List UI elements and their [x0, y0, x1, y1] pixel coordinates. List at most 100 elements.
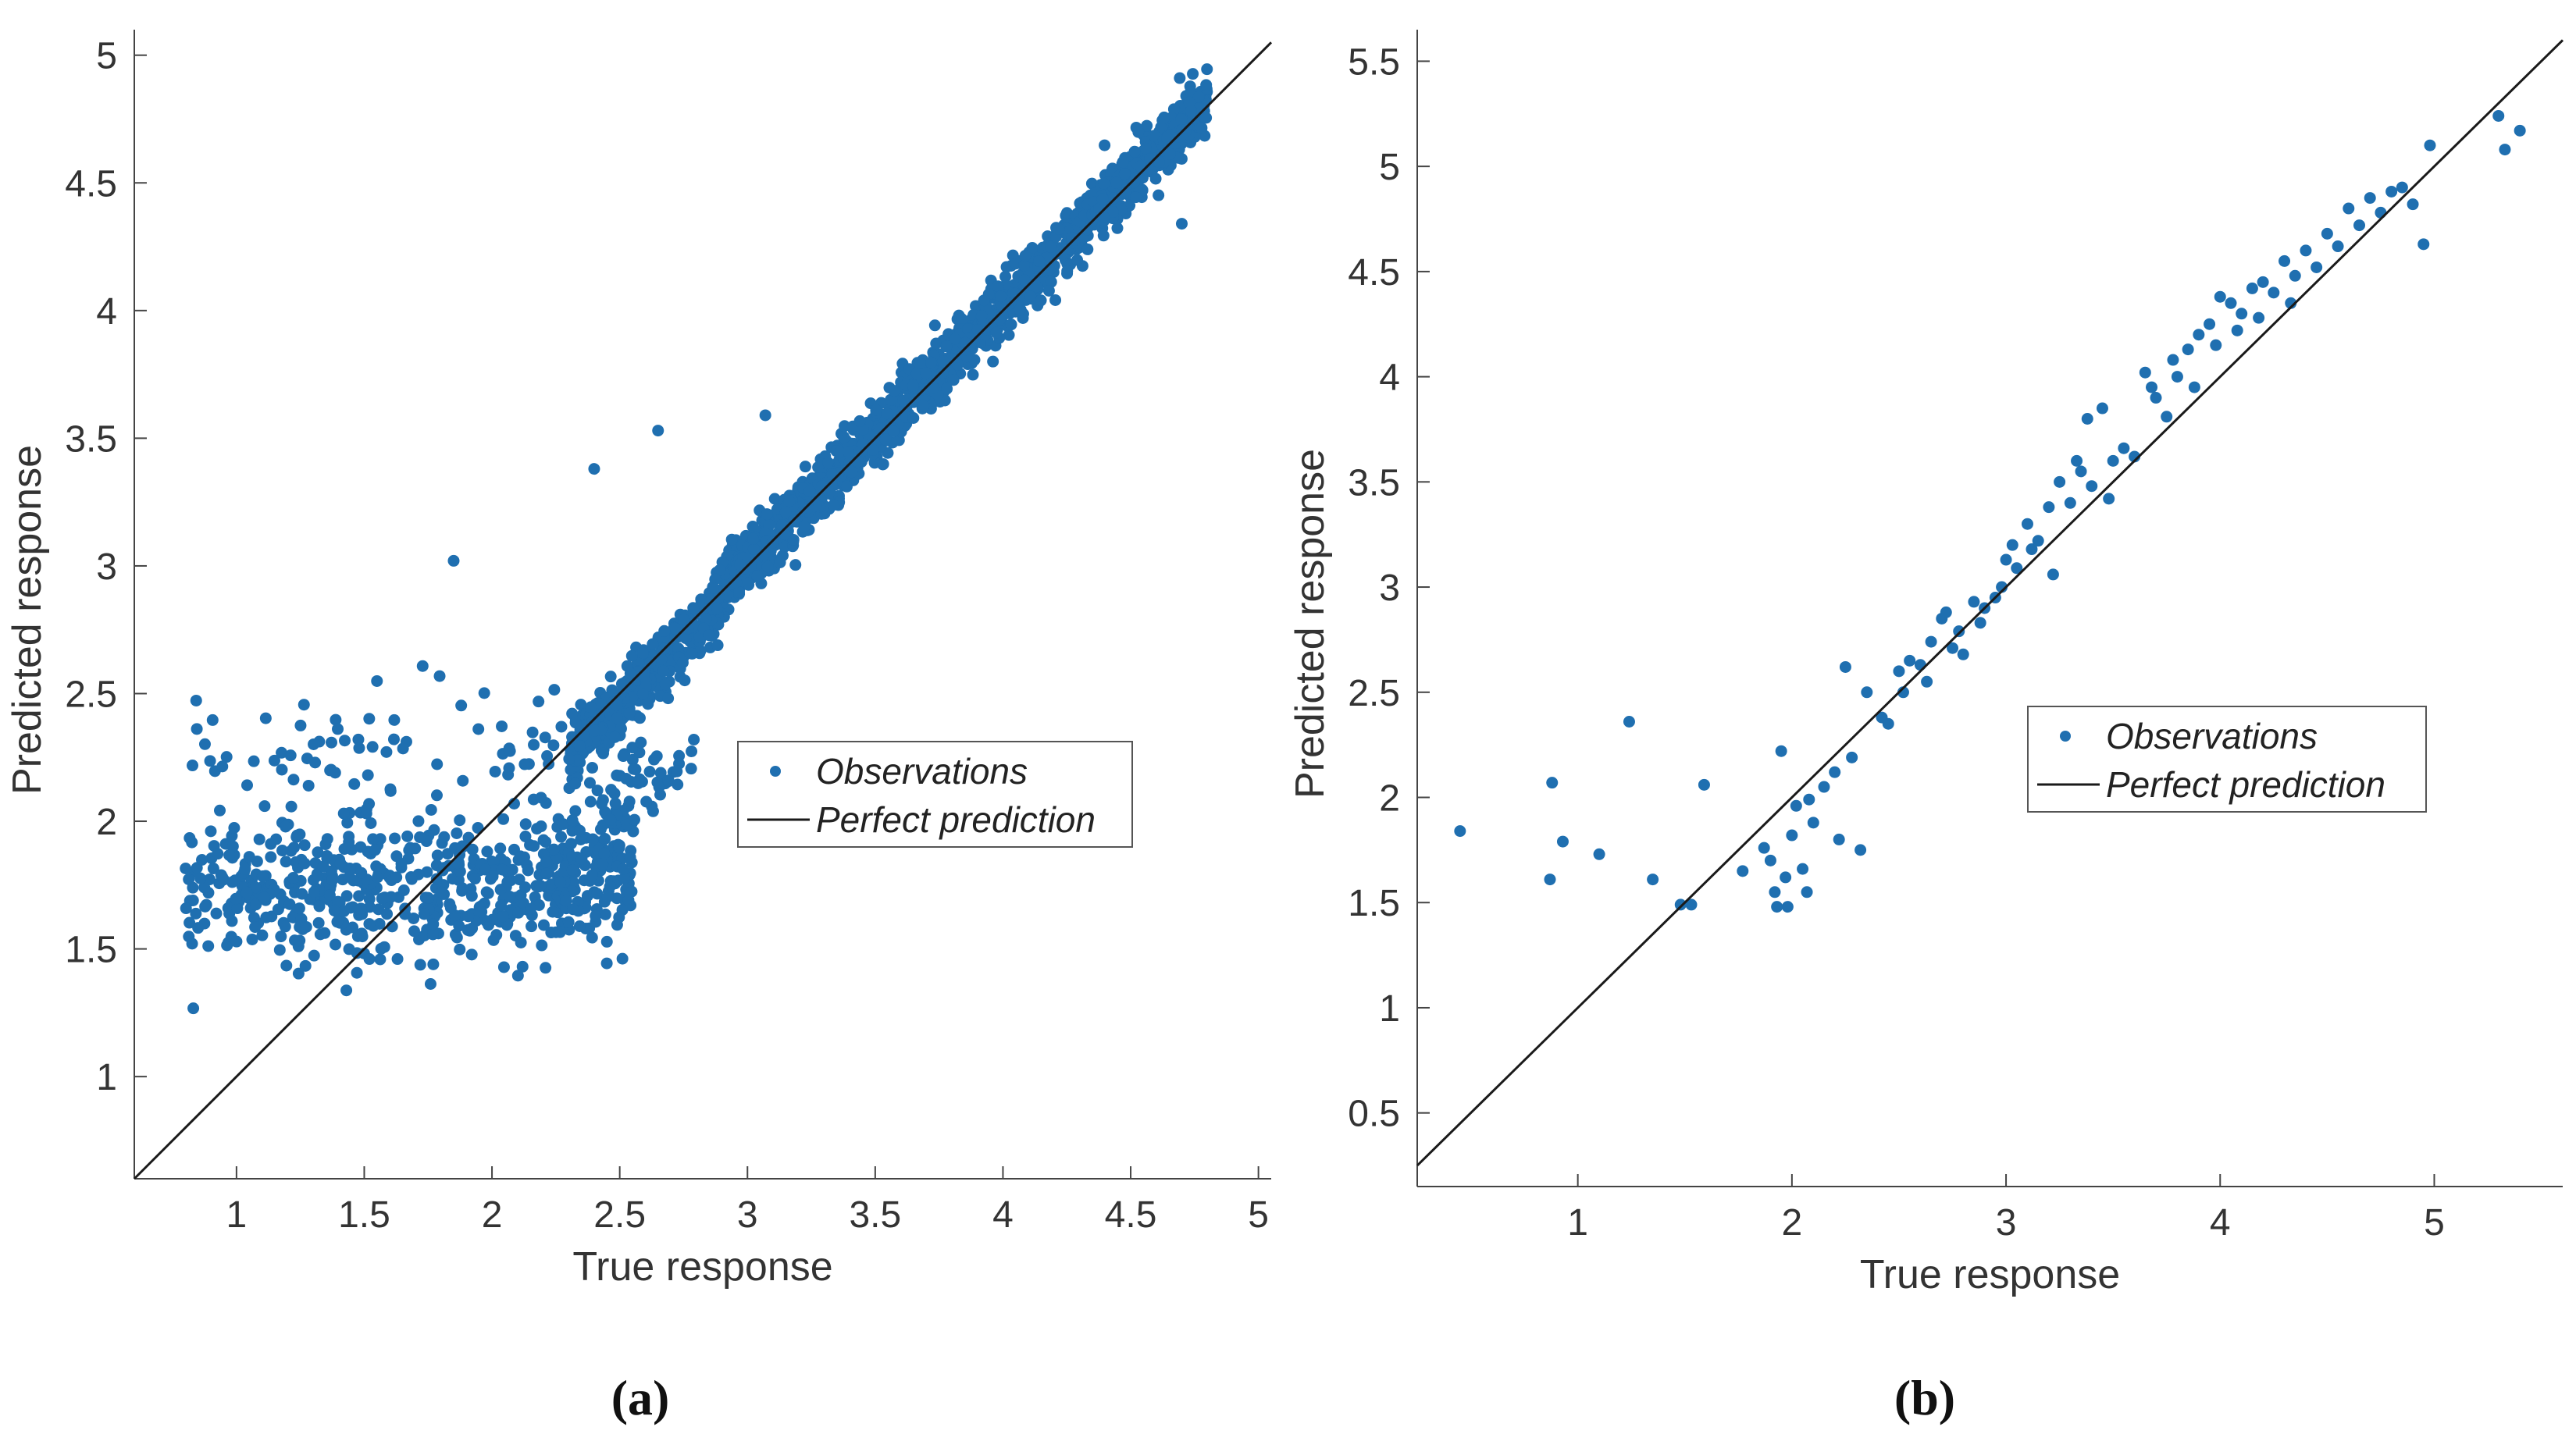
a-observation-point	[798, 521, 811, 533]
a-observation-point	[604, 813, 617, 826]
b-observation-point	[1803, 793, 1815, 806]
a-observation-point	[1187, 68, 1199, 80]
b-y-tick-label: 0.5	[1348, 1094, 1400, 1135]
chart-panel-b: 1 2 3 4 5 0.5 1 1.5 2 2.5 3 3.5 4 4.5 5 5.5 True respon…	[1288, 30, 2564, 1425]
a-y-tick-label: 2	[96, 802, 117, 843]
b-observation-point	[1833, 833, 1845, 845]
b-observation-point	[2214, 290, 2226, 303]
a-observation-point	[216, 760, 229, 773]
a-x-tick-label: 2.5	[593, 1194, 646, 1236]
a-observation-point	[276, 763, 288, 776]
a-observation-point	[1130, 191, 1142, 204]
a-observation-point	[330, 713, 342, 726]
a-observation-point	[191, 723, 203, 735]
a-observation-point	[682, 622, 694, 635]
b-observation-point	[2139, 366, 2151, 379]
a-observation-point	[647, 805, 659, 817]
a-observation-point	[783, 495, 796, 507]
a-observation-point	[469, 873, 481, 885]
b-observation-point	[1953, 625, 1965, 638]
b-observation-point	[1698, 778, 1710, 791]
a-observation-point	[202, 940, 215, 952]
b-observation-point	[2492, 109, 2505, 122]
a-observation-point	[239, 863, 251, 875]
a-observation-point	[744, 560, 757, 573]
b-observation-point	[1921, 675, 1933, 688]
a-observation-point	[941, 383, 953, 395]
a-observation-point	[226, 840, 239, 852]
a-legend: Observations Perfect prediction	[737, 741, 1133, 848]
b-observation-point	[2210, 339, 2222, 351]
a-observation-point	[1141, 119, 1153, 132]
a-observation-point	[366, 741, 379, 753]
b-observation-point	[1786, 829, 1798, 842]
a-observation-point	[1056, 248, 1068, 261]
a-observation-point	[1042, 284, 1055, 297]
a-observation-point	[591, 888, 604, 900]
a-observation-point	[210, 907, 223, 920]
a-observation-point	[679, 674, 691, 687]
a-observation-point	[334, 857, 347, 870]
a-observation-point	[600, 957, 613, 970]
b-observation-point	[2204, 318, 2216, 330]
a-observation-point	[206, 713, 219, 726]
a-observation-point	[633, 712, 646, 724]
a-observation-point	[309, 756, 322, 769]
a-observation-point	[408, 912, 420, 924]
a-observation-point	[290, 856, 302, 868]
a-observation-point	[496, 720, 508, 732]
b-observation-point	[1454, 825, 1466, 838]
a-y-tick-label: 3.5	[65, 418, 117, 460]
a-observation-point	[248, 912, 260, 924]
a-observation-point	[528, 738, 540, 751]
a-observation-point	[496, 863, 508, 876]
a-observation-point	[548, 684, 561, 696]
a-observation-point	[1081, 223, 1093, 236]
a-observation-point	[1185, 105, 1197, 117]
a-observation-point	[611, 919, 623, 931]
a-observation-point	[298, 699, 310, 711]
a-legend-label-perfect-prediction: Perfect prediction	[816, 799, 1096, 840]
b-x-axis-label: True response	[1860, 1252, 2120, 1297]
a-observation-point	[987, 355, 999, 368]
b-y-tick-label: 1.5	[1348, 883, 1400, 924]
a-observation-point	[1045, 276, 1057, 288]
a-observation-point	[585, 701, 597, 713]
a-observation-point	[566, 851, 579, 863]
a-observation-point	[288, 842, 301, 854]
a-observation-point	[422, 891, 434, 904]
a-observation-point	[907, 379, 919, 392]
a-observation-point	[490, 929, 503, 941]
a-observation-point	[1173, 131, 1185, 144]
a-observation-point	[397, 884, 410, 897]
a-observation-point	[1033, 254, 1046, 267]
a-observation-point	[617, 750, 629, 763]
a-observation-point	[910, 368, 923, 380]
b-observation-point	[1546, 777, 1559, 789]
b-observation-point	[1623, 716, 1635, 728]
b-observation-point	[2043, 501, 2055, 514]
a-observation-point	[260, 911, 273, 923]
a-observation-point	[1003, 329, 1015, 341]
a-observation-point	[455, 699, 468, 712]
a-perfect-prediction-line	[133, 41, 1273, 1180]
a-observation-point	[344, 902, 357, 914]
a-observation-point	[283, 898, 296, 910]
a-observation-point	[388, 713, 401, 726]
a-observation-point	[196, 853, 208, 866]
b-x-tick-label: 2	[1782, 1202, 1803, 1244]
b-observation-point	[1855, 844, 1867, 856]
a-y-tick-label: 2.5	[65, 674, 117, 715]
a-observation-point	[476, 906, 488, 918]
a-observation-point	[550, 852, 563, 865]
a-observation-point	[466, 843, 479, 856]
a-observation-point	[700, 613, 712, 625]
a-y-tick-label: 1.5	[65, 930, 117, 971]
a-tick-group: 1 1.5 2 2.5 3 3.5 4 4.5 5 1 1.5 2 2.5 3 3.5 4 4.5 5	[65, 30, 1271, 1236]
a-observation-point	[397, 742, 409, 755]
a-observation-point	[586, 762, 599, 774]
a-observation-point	[1153, 189, 1165, 201]
a-observation-point	[308, 738, 320, 750]
b-observation-point	[1829, 766, 1841, 778]
